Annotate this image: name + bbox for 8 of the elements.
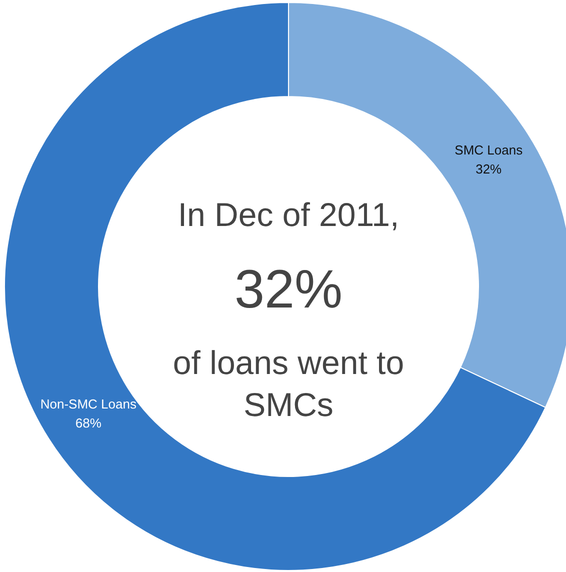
data-label: 68% — [75, 415, 102, 430]
slice-label: Non-SMC Loans — [40, 396, 137, 412]
text: In Dec of 2011, — [178, 196, 400, 233]
text: of loans went to — [172, 344, 404, 381]
slice-label: SMC Loans — [454, 142, 524, 158]
text: SMCs — [244, 386, 334, 423]
text: 32% — [234, 260, 343, 320]
data-label: 32% — [476, 162, 502, 177]
